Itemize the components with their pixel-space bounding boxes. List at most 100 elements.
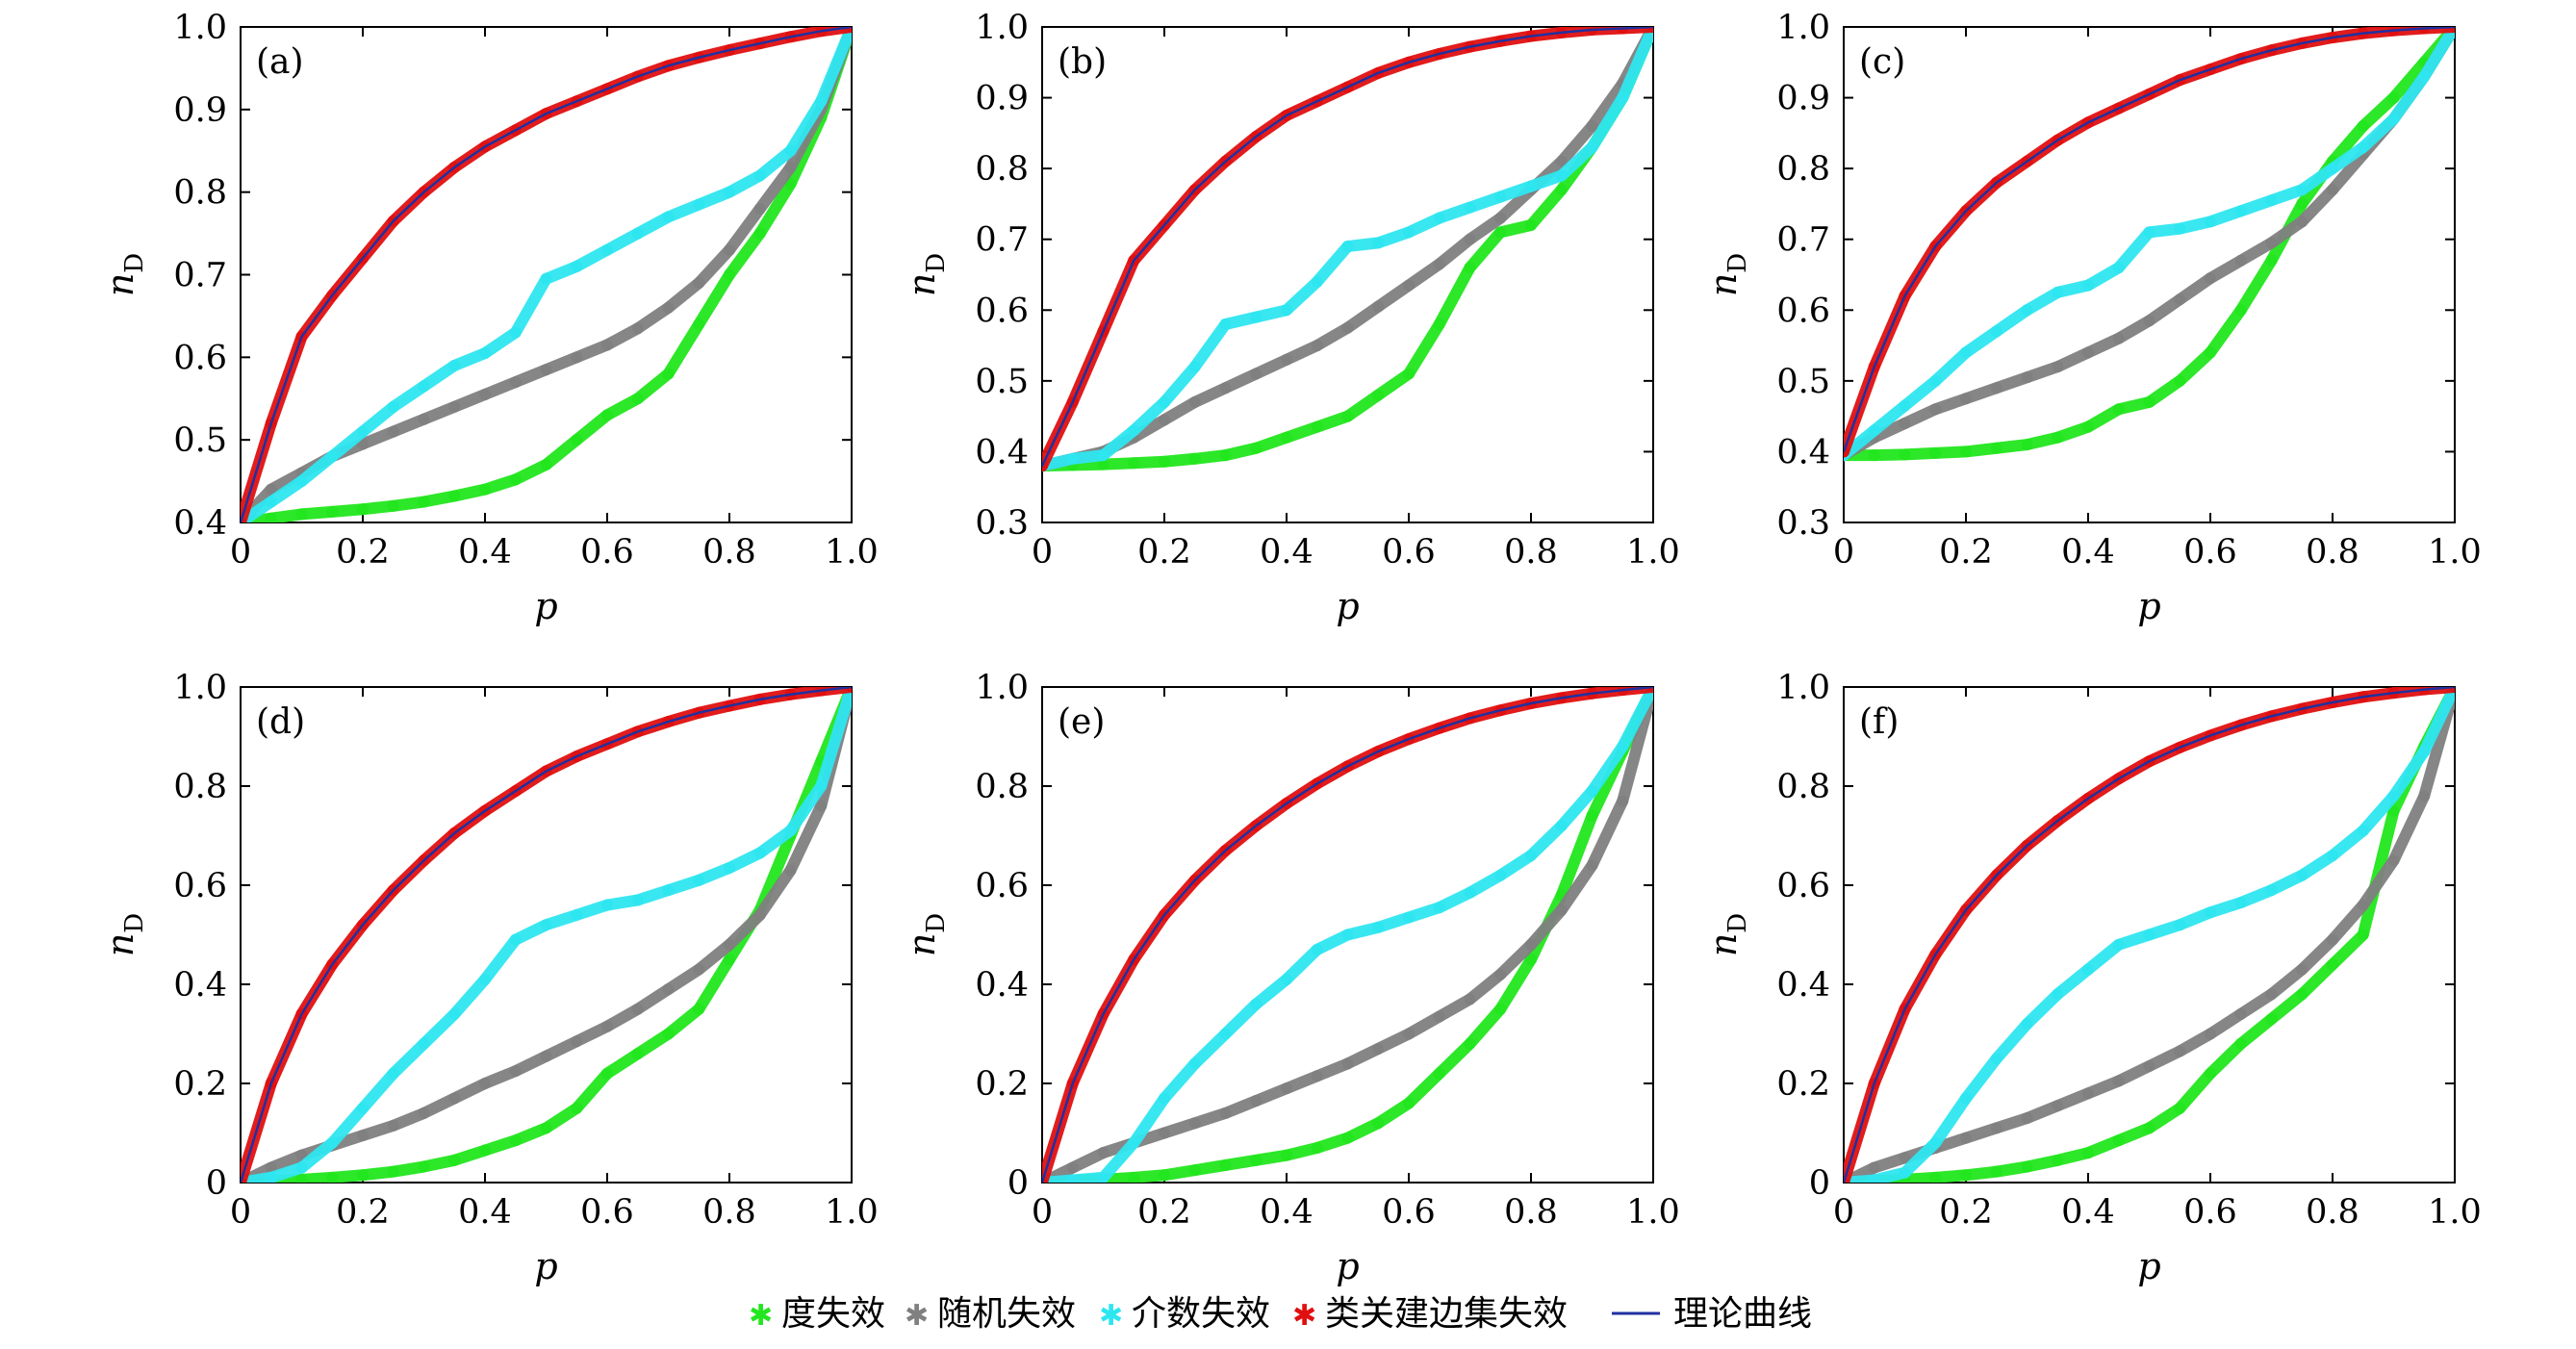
panel-f: 0 0.2 0.4 0.6 0.8 1.0 0 0.2 0.4 0.6 0.8 1.0 p nD (f) (1702, 669, 2482, 1287)
data-point (2357, 929, 2369, 941)
data-point (357, 1130, 369, 1142)
data-point (448, 359, 461, 371)
plot-area (1844, 687, 2455, 1183)
y-tick-label: 0.6 (1776, 292, 1830, 330)
y-axis-label: nD (901, 913, 951, 956)
data-point (2174, 919, 2186, 931)
data-point (631, 322, 644, 335)
y-tick-label: 0.5 (1776, 363, 1830, 401)
data-point (509, 933, 522, 946)
data-point (724, 861, 735, 874)
data-point (571, 1035, 583, 1048)
data-point (631, 393, 644, 405)
data-point (1311, 1070, 1323, 1082)
data-point (2357, 141, 2369, 154)
data-point (1250, 1154, 1262, 1166)
data-point (1403, 368, 1415, 380)
data-point (631, 1048, 644, 1060)
data-point (2021, 1160, 2033, 1173)
x-tick-label: 1.0 (1626, 1193, 1680, 1232)
data-point (662, 211, 675, 223)
data-point (1281, 353, 1292, 366)
x-tick-label: 0 (1833, 533, 1854, 572)
legend-item-degree: ✱ 度失效 (749, 1294, 885, 1334)
x-tick-label: 1.0 (1626, 533, 1680, 572)
data-point (2357, 899, 2369, 911)
data-point (1219, 382, 1232, 395)
data-point (693, 277, 705, 290)
data-point (1311, 1141, 1323, 1154)
series-degree (1844, 687, 2455, 1183)
data-point (2112, 403, 2125, 416)
y-tick-label: 0.8 (173, 768, 227, 806)
data-point (540, 364, 552, 376)
y-tick-label: 0.7 (975, 221, 1029, 260)
data-point (571, 351, 583, 364)
data-point (693, 963, 705, 976)
data-point (2296, 197, 2308, 210)
y-tick-label: 0.4 (1776, 433, 1830, 471)
data-point (387, 499, 399, 512)
data-point (326, 450, 339, 463)
series-betweenness (1042, 27, 1653, 472)
data-point (295, 1173, 308, 1183)
data-point (2112, 938, 2125, 951)
data-point (448, 400, 461, 413)
data-point (1250, 442, 1262, 454)
data-point (2112, 332, 2125, 344)
data-point (2327, 958, 2338, 971)
y-axis-label: nD (99, 913, 149, 956)
x-tick-label: 0 (230, 533, 251, 572)
data-point (1403, 279, 1415, 292)
x-axis-label: p (2137, 585, 2160, 627)
data-point (265, 496, 277, 508)
x-tick-label: 0.8 (1504, 1193, 1558, 1232)
legend-item-theory: 理论曲线 (1612, 1294, 1812, 1334)
data-point (1433, 902, 1445, 914)
data-point (1159, 1092, 1170, 1105)
data-point (1868, 1174, 1880, 1183)
data-point (1494, 869, 1507, 881)
data-point (265, 512, 277, 522)
data-point (418, 413, 430, 425)
data-point (2082, 279, 2094, 292)
y-axis-label: nD (99, 253, 149, 296)
data-point (448, 490, 461, 502)
x-tick-label: 0.6 (2183, 533, 2237, 572)
data-point (2143, 1122, 2155, 1134)
data-point (1960, 1092, 1972, 1105)
data-point (1066, 1161, 1079, 1174)
data-point (479, 973, 491, 985)
data-point (1990, 1122, 2002, 1134)
y-axis-label: nD (901, 253, 951, 296)
data-point (1188, 361, 1201, 373)
data-point (1128, 424, 1140, 437)
series-line (1844, 27, 2455, 453)
data-point (1868, 424, 1880, 437)
data-point (1494, 212, 1507, 224)
data-point (2387, 854, 2400, 867)
x-tick-label: 0.2 (1939, 1193, 1993, 1232)
data-point (2021, 1018, 2033, 1031)
data-point (1159, 1127, 1170, 1139)
x-tick-label: 0.4 (458, 533, 512, 572)
data-point (2112, 1134, 2125, 1147)
y-tick-label: 1.0 (173, 9, 227, 47)
data-point (1617, 91, 1629, 104)
y-tick-label: 1.0 (1776, 9, 1830, 47)
series-degree (241, 27, 852, 522)
data-point (387, 1119, 399, 1132)
y-tick-label: 0 (1007, 1164, 1029, 1203)
data-point (601, 243, 613, 256)
data-point (784, 825, 797, 837)
data-point (631, 894, 644, 906)
x-tick-label: 0.6 (580, 533, 634, 572)
plot-frame (1041, 26, 1654, 523)
x-tick-label: 0 (1032, 533, 1053, 572)
data-point (1281, 1082, 1292, 1095)
data-point (479, 1144, 491, 1157)
data-point (2143, 226, 2155, 239)
x-tick-label: 0.8 (702, 1193, 756, 1232)
data-point (1990, 1165, 2002, 1178)
data-point (2265, 884, 2278, 897)
